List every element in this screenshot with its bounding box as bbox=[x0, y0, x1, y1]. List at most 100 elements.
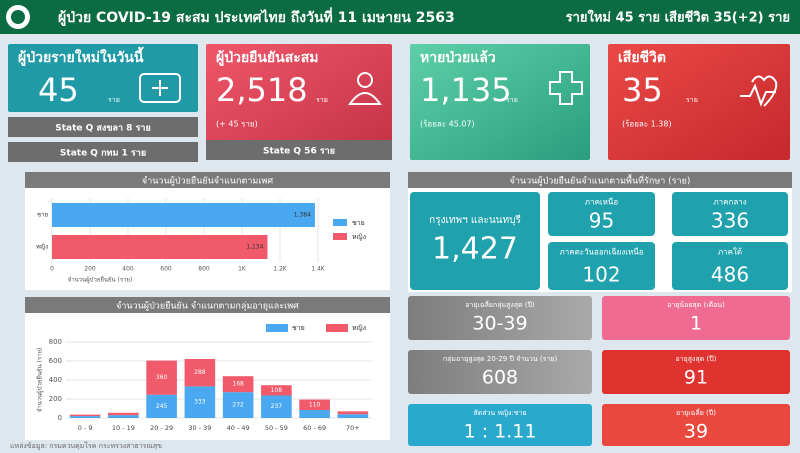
region-title: จำนวนผู้ป่วยยืนยันจำแนกตามพื้นที่รักษา (… bbox=[510, 174, 691, 187]
region-card bbox=[672, 242, 788, 290]
y-tick-label: ชาย bbox=[37, 212, 48, 219]
legend-label: หญิง bbox=[352, 233, 366, 241]
card-unit: ราย bbox=[506, 96, 518, 104]
bar-segment bbox=[108, 415, 139, 418]
logo-inner bbox=[11, 10, 25, 24]
bar-segment bbox=[222, 392, 254, 418]
x-tick-label: 1K bbox=[238, 266, 247, 273]
y-tick-label: 0 bbox=[58, 414, 62, 422]
state-q-text: State Q สงขลา 8 ราย bbox=[55, 124, 150, 134]
x-tick-label: 800 bbox=[198, 266, 210, 273]
card-unit: ราย bbox=[316, 96, 328, 104]
bar-segment bbox=[299, 410, 330, 418]
state-q-text: State Q 56 ราย bbox=[263, 147, 335, 157]
bar-segment bbox=[146, 394, 177, 418]
bar-segment bbox=[108, 412, 139, 416]
bar-segment bbox=[69, 416, 101, 418]
icon-heartbeat bbox=[740, 75, 778, 107]
summary-card bbox=[206, 44, 392, 160]
value-label: 333 bbox=[194, 399, 206, 406]
card-value: 1,135 bbox=[420, 71, 512, 109]
region-value: 336 bbox=[711, 209, 749, 233]
bar-segment bbox=[337, 414, 369, 418]
card-title: เสียชีวิต bbox=[618, 50, 666, 66]
x-tick-label: 1.2K bbox=[273, 266, 288, 273]
region-card bbox=[410, 192, 540, 290]
stat-card bbox=[408, 296, 592, 340]
state-q-band bbox=[8, 142, 198, 162]
card-value: 45 bbox=[38, 71, 79, 109]
chart-panel bbox=[25, 172, 390, 290]
stat-card bbox=[602, 350, 790, 394]
y-tick-label: 400 bbox=[49, 376, 62, 384]
value-label: 1,384 bbox=[294, 212, 311, 219]
stat-label: อายุเฉลี่ยกลุ่มสูงสุด (ปี) bbox=[465, 300, 535, 309]
legend-label: ชาย bbox=[292, 324, 305, 332]
card-note: (+ 45 ราย) bbox=[216, 120, 258, 129]
y-tick-label: หญิง bbox=[36, 244, 48, 251]
y-axis-label: จำนวนผู้ป่วยยืนยัน (ราย) bbox=[36, 348, 44, 413]
chart-header bbox=[25, 172, 390, 188]
legend-swatch bbox=[266, 324, 288, 332]
region-value: 1,427 bbox=[432, 232, 518, 267]
card-title: ผู้ป่วยยืนยันสะสม bbox=[216, 50, 319, 66]
source: แหล่งข้อมูล: กรมควบคุมโรค กระทรวงสาธารณส… bbox=[10, 441, 162, 450]
value-label: 288 bbox=[194, 369, 206, 376]
icon-person-body bbox=[348, 92, 382, 105]
icon-plus bbox=[549, 71, 583, 105]
card-value: 35 bbox=[622, 71, 663, 109]
x-tick-label: 70+ bbox=[346, 424, 360, 432]
x-tick-label: 400 bbox=[122, 266, 134, 273]
x-tick-label: 0 - 9 bbox=[78, 424, 93, 432]
x-tick-label: 50 - 59 bbox=[265, 424, 288, 432]
y-tick-label: 200 bbox=[49, 395, 62, 403]
bar-segment bbox=[261, 395, 292, 418]
bar bbox=[52, 203, 315, 227]
value-label: 1,134 bbox=[246, 244, 263, 251]
chart-header bbox=[25, 297, 390, 313]
region-card bbox=[548, 192, 655, 236]
x-tick-label: 40 - 49 bbox=[227, 424, 250, 432]
legend-swatch bbox=[333, 219, 347, 226]
stat-value: 1 : 1.11 bbox=[464, 421, 537, 443]
x-tick-label: 60 - 69 bbox=[303, 424, 326, 432]
bar-segment bbox=[184, 386, 216, 418]
legend-label: ชาย bbox=[352, 219, 365, 227]
card-unit: ราย bbox=[108, 96, 120, 104]
stat-card bbox=[602, 296, 790, 340]
card-note: (ร้อยละ 1.38) bbox=[622, 120, 672, 129]
bar-segment bbox=[222, 376, 254, 393]
stat-value: 608 bbox=[482, 367, 518, 389]
region-header bbox=[408, 172, 792, 188]
region-value: 102 bbox=[582, 263, 620, 287]
bar-segment bbox=[69, 414, 101, 417]
bar bbox=[52, 235, 268, 259]
y-tick-label: 600 bbox=[49, 357, 62, 365]
bar-segment bbox=[146, 360, 177, 395]
region-label: ภาคใต้ bbox=[718, 248, 742, 257]
stat-label: อายุสูงสุด (ปี) bbox=[676, 355, 717, 363]
bar-segment bbox=[299, 399, 330, 411]
header-title: ผู้ป่วย COVID-19 สะสม ประเทศไทย ถึงวันที… bbox=[58, 7, 455, 26]
legend-label: หญิง bbox=[352, 324, 366, 332]
value-label: 237 bbox=[271, 403, 283, 410]
state-q-band bbox=[206, 140, 392, 160]
stat-label: อายุน้อยสุด (เดือน) bbox=[667, 301, 725, 309]
stat-card bbox=[602, 404, 790, 446]
stat-card bbox=[408, 350, 592, 394]
summary-card bbox=[8, 44, 198, 112]
value-label: 245 bbox=[156, 403, 168, 410]
region-label: ภาคตะวันออกเฉียงเหนือ bbox=[559, 248, 643, 257]
card-unit: ราย bbox=[686, 96, 698, 104]
header-summary: รายใหม่ 45 ราย เสียชีวิต 35(+2) ราย bbox=[566, 9, 790, 26]
header-bar bbox=[0, 0, 800, 34]
state-q-text: State Q กทม 1 ราย bbox=[60, 149, 146, 159]
card-value: 2,518 bbox=[216, 71, 308, 109]
region-label: ภาคกลาง bbox=[713, 198, 746, 207]
region-card bbox=[548, 242, 655, 290]
icon-kit-cross bbox=[152, 80, 168, 96]
region-label: กรุงเทพฯ และนนทบุรี bbox=[429, 214, 521, 226]
value-label: 108 bbox=[271, 387, 283, 394]
